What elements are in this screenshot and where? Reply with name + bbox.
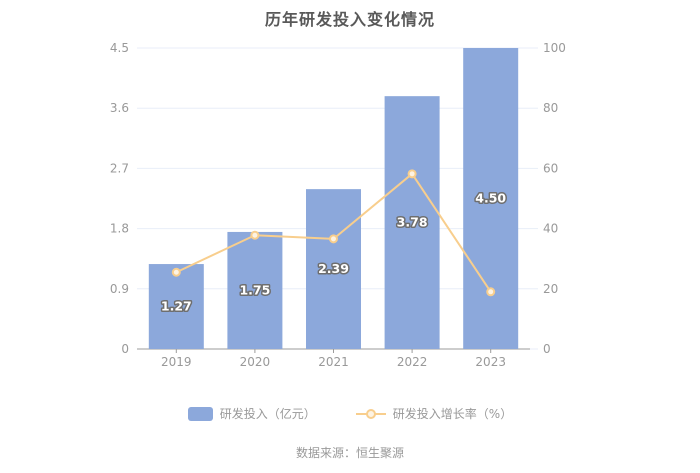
bar-value-label: 1.27 [161,299,192,314]
legend: 研发投入（亿元） 研发投入增长率（%） [0,405,700,422]
line-point-2022[interactable] [407,169,417,179]
legend-item-bar-series[interactable]: 研发投入（亿元） [187,405,316,422]
bar-2022[interactable] [384,96,440,349]
line-point-2021[interactable] [329,234,338,244]
line-point-2020[interactable] [250,230,260,240]
line-series-marker-icon [355,408,386,420]
legend-bar-label: 研发投入（亿元） [219,407,316,421]
x-axis-category-label: 2023 [475,355,506,369]
y-axis-left-tick-label: 0.9 [110,282,129,296]
y-axis-right-tick-label: 0 [543,342,551,356]
bar-value-label: 4.50 [475,191,506,206]
y-axis-left-tick-label: 1.8 [110,222,129,236]
bar-value-label: 1.75 [239,282,270,297]
bar-2023[interactable] [463,48,519,349]
y-axis-left-tick-label: 2.7 [110,161,129,175]
x-axis-category-label: 2019 [161,355,192,369]
legend-line-label: 研发投入增长率（%） [392,407,513,421]
y-axis-right-tick-label: 100 [543,41,566,55]
bar-2020[interactable] [227,231,283,349]
bar-2019[interactable] [148,264,204,349]
bar-2021[interactable] [306,189,361,349]
x-axis-category-label: 2021 [318,355,349,369]
bar-value-label: 3.78 [397,215,428,230]
y-axis-right-tick-label: 60 [543,161,558,175]
y-axis-left-tick-label: 0 [121,342,129,356]
bar-series-swatch-icon [187,406,213,421]
x-axis-category-label: 2022 [397,355,428,369]
data-source: 数据来源：恒生聚源 [295,446,404,460]
legend-item-line-series[interactable]: 研发投入增长率（%） [355,405,513,422]
y-axis-right-tick-label: 40 [543,222,558,236]
line-point-2019[interactable] [171,267,181,277]
y-axis-left-tick-label: 4.5 [110,41,129,55]
x-axis-category-label: 2020 [240,355,271,369]
y-axis-right-tick-label: 20 [543,282,558,296]
y-axis-right-tick-label: 80 [543,101,558,115]
line-point-2023[interactable] [486,287,496,297]
line-marker-ring [365,408,376,419]
bar-value-label: 2.39 [318,261,349,276]
chart-title: 历年研发投入变化情况 [264,10,435,29]
y-axis-left-tick-label: 3.6 [110,101,129,115]
